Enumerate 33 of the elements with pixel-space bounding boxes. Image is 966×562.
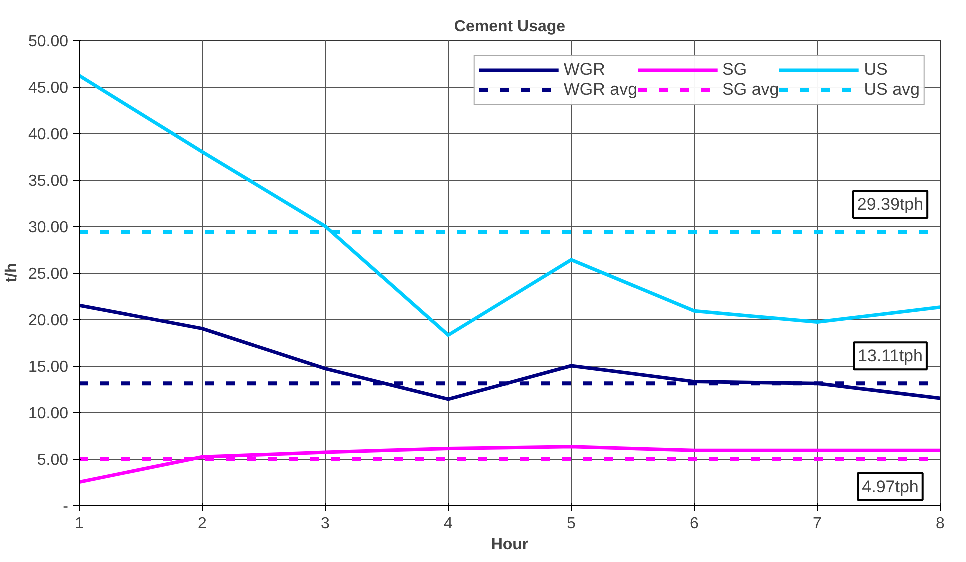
- legend-label: WGR: [564, 60, 606, 80]
- annotation: 4.97tph: [862, 477, 919, 496]
- legend-label: WGR avg: [564, 80, 638, 100]
- annotation: 13.11tph: [858, 346, 923, 366]
- x-tick-label: 5: [567, 516, 576, 532]
- legend-label: US: [864, 60, 888, 80]
- x-tick-label: 2: [198, 516, 208, 532]
- x-axis-title: Hour: [491, 536, 529, 554]
- x-tick-label: 7: [813, 516, 822, 532]
- x-tick-label: 1: [75, 516, 84, 532]
- x-tick-label: 4: [444, 516, 454, 532]
- y-tick-label: 40.00: [28, 126, 69, 144]
- y-axis-title: t/h: [3, 263, 20, 283]
- y-tick-label: 10.00: [28, 406, 69, 422]
- y-tick-label: 5.00: [37, 452, 69, 469]
- y-tick-label: 45.00: [28, 80, 69, 97]
- chart-title: Cement Usage: [454, 18, 566, 36]
- x-tick-label: 8: [936, 516, 946, 532]
- annotation: 29.39tph: [857, 195, 924, 214]
- y-tick-label: 15.00: [28, 359, 69, 376]
- x-tick-label: 6: [690, 516, 700, 532]
- line-series: [80, 74, 940, 338]
- y-tick-label: 30.00: [28, 220, 69, 236]
- legend-label: SG avg: [722, 80, 780, 100]
- y-tick-label: 25.00: [28, 266, 69, 283]
- legend-label: SG: [722, 60, 748, 80]
- line-series: [80, 304, 940, 402]
- legend-label: US avg: [864, 80, 920, 100]
- y-tick-label: 35.00: [28, 173, 69, 190]
- y-tick-label: 20.00: [28, 312, 69, 330]
- x-tick-label: 3: [321, 516, 330, 532]
- y-tick-label: -: [63, 498, 68, 516]
- y-tick-label: 50.00: [28, 34, 69, 50]
